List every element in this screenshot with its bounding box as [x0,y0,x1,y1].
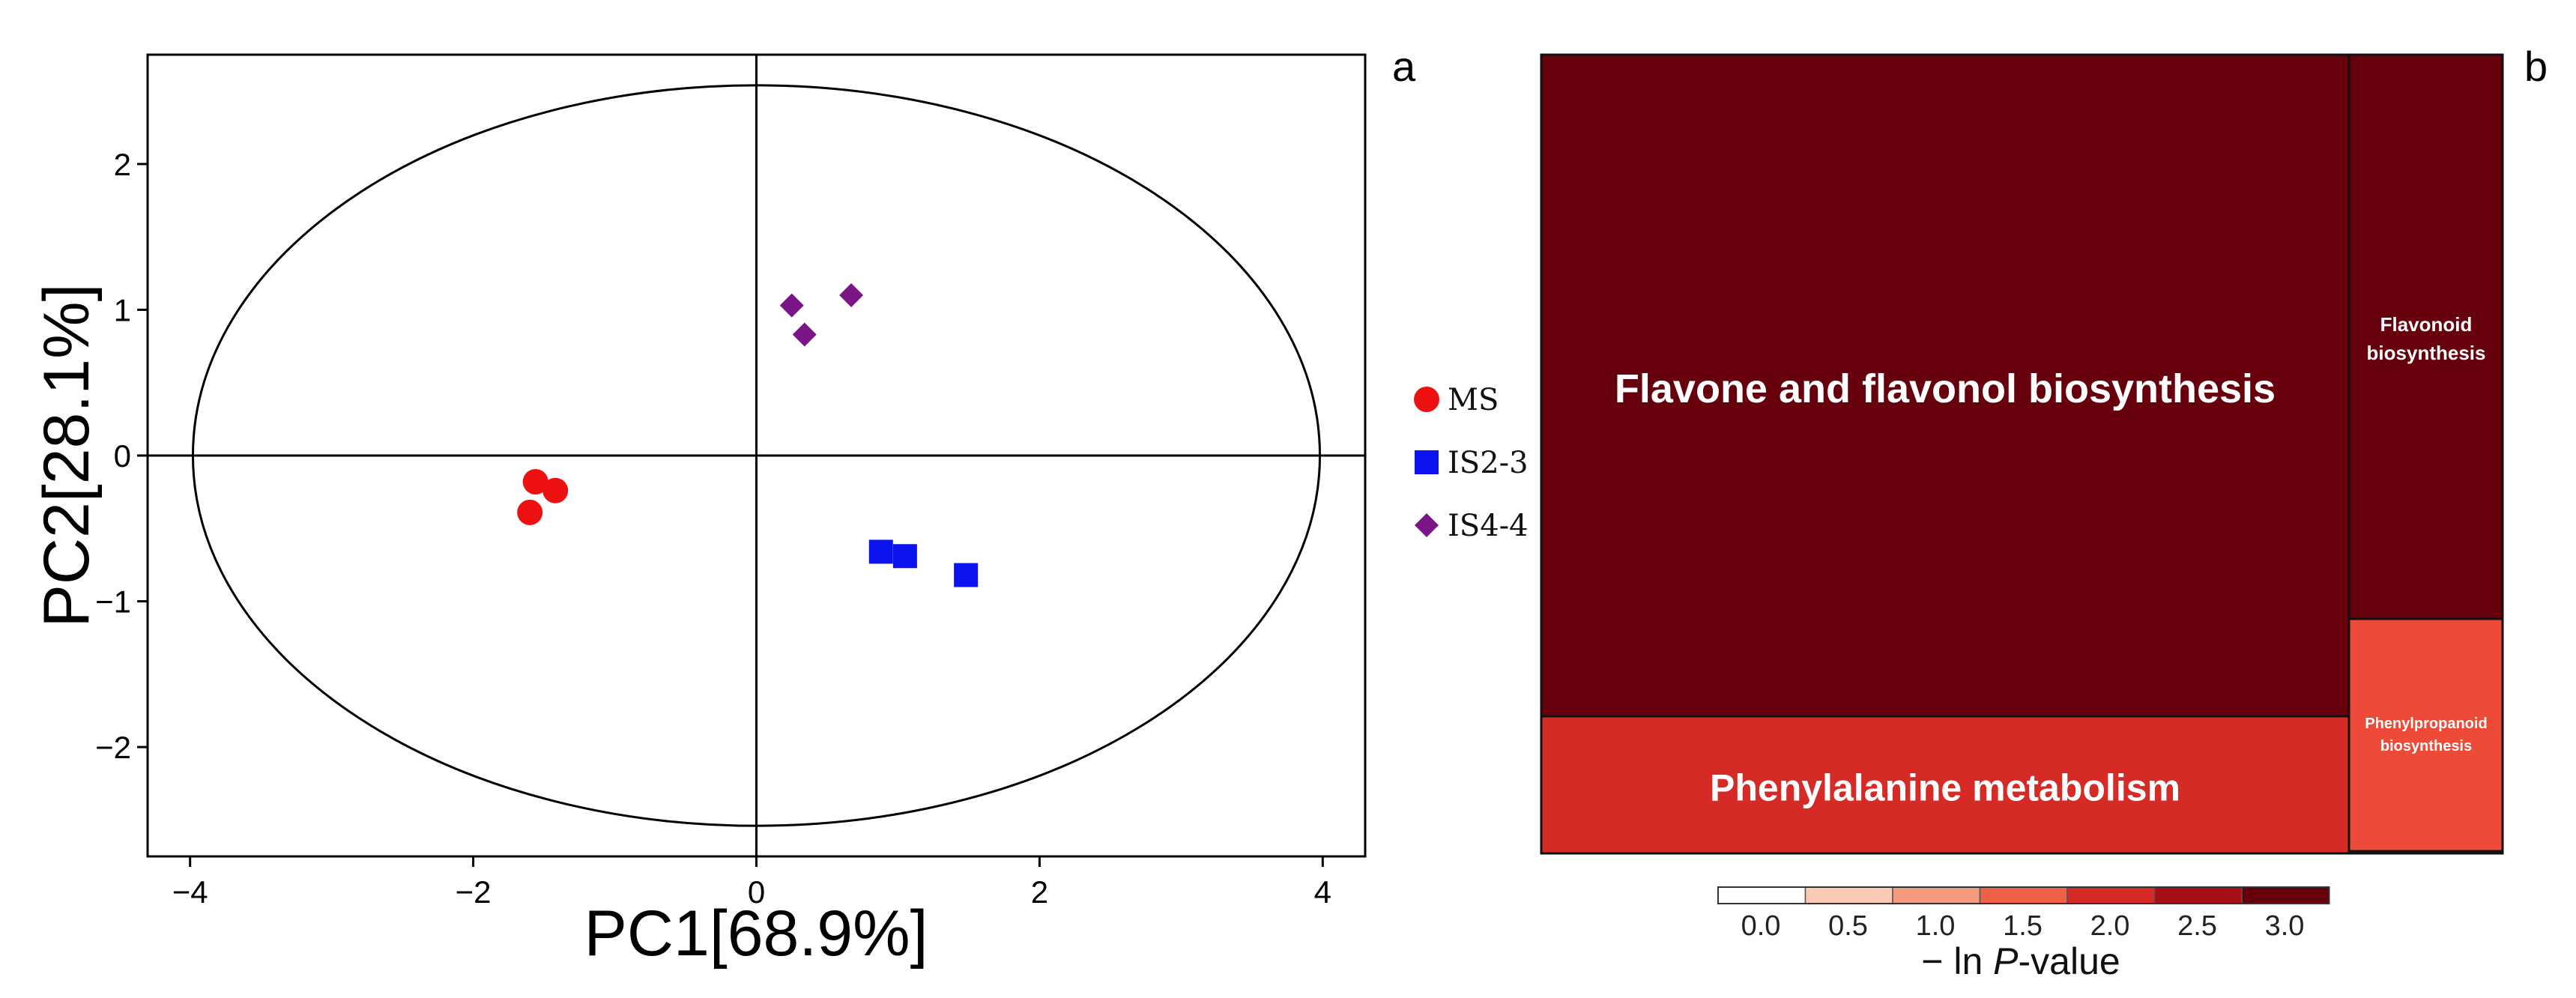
colorbar-swatch [2153,886,2243,904]
colorbar-swatch [1979,886,2068,904]
tile-label: biosynthesis [2367,342,2486,364]
data-point-is2-3 [892,544,917,569]
x-axis-ticks: −4 −2 0 2 4 [172,856,1331,910]
tile-label: biosynthesis [2380,738,2472,754]
confidence-ellipse [191,84,1322,827]
panel-label-b: b [2524,43,2548,90]
y-axis-ticks: −2 −1 0 1 2 [95,147,148,765]
colorbar-tick-label: 0.5 [1828,910,1868,942]
colorbar-title: − ln P-value [1921,940,2120,982]
y-axis-title: PC2[28.1%] [31,284,103,628]
colorbar-swatch [1892,886,1981,904]
colorbar-title-prefix: − ln [1921,940,1993,982]
data-point-is4-4 [792,322,817,347]
x-tick-label: 2 [1031,874,1048,910]
colorbar-swatch [2066,886,2156,904]
x-tick-label: −4 [172,874,208,910]
data-points [517,283,979,587]
colorbar-title-suffix: -value [2019,940,2120,982]
colorbar: 0.0 0.5 1.0 1.5 2.0 2.5 3.0 [1717,886,2330,942]
tile-label: Phenylpropanoid [2365,716,2487,732]
panel-label-a: a [1392,43,1416,90]
tile-labels: Flavone and flavonol biosynthesis Phenyla… [1615,313,2488,808]
tile-borders [1540,53,2504,855]
legend-marker-ms [1414,387,1439,412]
tile-phenylpropanoid [2349,619,2503,851]
pca-panel: −4 −2 0 2 4 −2 −1 0 1 2 PC1[68.9%] PC2[28.1%] MS… [31,43,1529,970]
colorbar-title-italic: P [1993,940,2019,982]
tile-flavone-flavonol [1541,55,2349,716]
colorbar-tick-label: 3.0 [2265,910,2305,942]
legend-label: IS4-4 [1448,509,1529,543]
y-tick-label: −2 [95,730,131,765]
data-point-is4-4 [839,283,864,307]
ellipse-outline [191,84,1322,827]
y-tick-label: 0 [114,438,131,474]
tile-label: Phenylalanine metabolism [1710,767,2180,809]
colorbar-tick-label: 2.5 [2177,910,2217,942]
data-point-is2-3 [954,563,979,587]
colorbar-swatch [2241,886,2330,904]
colorbar-tick-label: 2.0 [2090,910,2130,942]
x-axis-title: PC1[68.9%] [584,898,928,970]
data-point-ms [522,469,548,495]
data-point-is4-4 [779,293,804,318]
colorbar-swatch [1717,886,1806,904]
x-tick-label: 4 [1314,874,1331,910]
colorbar-swatch [1804,886,1893,904]
legend-label: MS [1448,383,1499,417]
reference-lines [148,55,1365,856]
x-tick-label: −2 [456,874,492,910]
legend-marker-is2-3 [1415,450,1439,474]
y-tick-label: 2 [114,147,131,182]
tile-label: Flavone and flavonol biosynthesis [1615,366,2276,411]
tile-phenylalanine [1541,716,2349,853]
data-point-is2-3 [868,539,893,564]
x-tick-label: 0 [748,874,765,910]
colorbar-tick-label: 1.5 [2003,910,2043,942]
tile-flavonoid [2349,55,2503,619]
colorbar-tick-label: 1.0 [1916,910,1956,942]
legend-marker-is4-4 [1415,513,1439,537]
tile-label: Flavonoid [2380,313,2473,336]
colorbar-outline [1717,886,2330,904]
legend-label: IS2-3 [1448,446,1529,480]
legend: MS IS2-3 IS4-4 [1414,383,1529,543]
data-point-ms [542,477,569,503]
y-tick-label: −1 [95,584,131,620]
data-point-ms [517,499,543,525]
treemap-panel: Flavone and flavonol biosynthesis Phenyla… [1540,43,2548,982]
y-tick-label: 1 [114,292,131,327]
colorbar-tick-label: 0.0 [1741,910,1781,942]
